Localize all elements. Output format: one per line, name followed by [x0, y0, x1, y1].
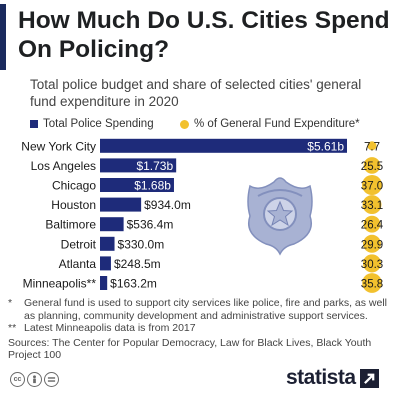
- spending-bar: [100, 178, 174, 192]
- chart-subtitle: Total police budget and share of selecte…: [30, 77, 362, 109]
- share-dot: [367, 141, 377, 151]
- share-value-label: 7.7: [364, 141, 380, 153]
- spending-value-label: $1.73b: [136, 159, 173, 173]
- spending-bar: [100, 197, 142, 212]
- spending-value-label: $1.68b: [134, 179, 171, 193]
- share-dot: [362, 273, 382, 293]
- legend-label-spending: Total Police Spending: [43, 118, 154, 130]
- category-label: Chicago: [52, 179, 96, 193]
- share-value-label: 29.9: [361, 239, 383, 251]
- footnote-item: ** Latest Minneapolis data is from 2017: [8, 322, 396, 335]
- title-accent-bar: [0, 4, 6, 70]
- footnote-text: Latest Minneapolis data is from 2017: [24, 322, 196, 335]
- footnote-mark: **: [8, 322, 17, 335]
- license-icons: cc: [10, 372, 59, 387]
- category-label: Detroit: [61, 237, 97, 251]
- spending-bar: [100, 217, 124, 232]
- share-dot: [363, 234, 381, 253]
- spending-bar: [100, 236, 115, 251]
- footnote-mark: *: [8, 297, 13, 309]
- category-label: Minneapolis**: [23, 277, 97, 291]
- brand-name: statista: [286, 366, 356, 389]
- category-label: Baltimore: [45, 218, 96, 232]
- share-dot: [362, 254, 382, 273]
- share-value-label: 37.0: [361, 181, 383, 193]
- share-dot: [362, 175, 382, 195]
- share-value-label: 35.8: [361, 279, 383, 291]
- spending-bar: [100, 158, 177, 173]
- share-value-label: 33.1: [361, 200, 383, 212]
- footnotes: * General fund is used to support city se…: [8, 297, 396, 362]
- category-label: Atlanta: [59, 257, 97, 271]
- spending-value-label: $934.0m: [144, 198, 191, 212]
- legend-label-share: % of General Fund Expenditure*: [194, 118, 360, 130]
- spending-value-label: $248.5m: [114, 257, 161, 271]
- cc-icon: cc: [10, 372, 25, 387]
- chart-title: How Much Do U.S. Cities Spend On Policin…: [18, 7, 390, 63]
- spending-bar: [100, 138, 347, 153]
- statista-logo[interactable]: statista: [286, 366, 379, 390]
- share-dot: [363, 215, 381, 233]
- sources-note: Sources: The Center for Popular Democrac…: [8, 336, 372, 362]
- spending-value-label: $5.61b: [307, 139, 344, 153]
- share-value-label: 25.5: [361, 161, 383, 173]
- spending-bar: [100, 256, 111, 271]
- spending-value-label: $536.4m: [127, 218, 174, 232]
- brand-arrow-icon: [359, 368, 379, 388]
- share-value-label: 30.3: [361, 259, 383, 271]
- legend-item-spending: Total Police Spending: [30, 118, 154, 130]
- legend-item-share: % of General Fund Expenditure*: [180, 118, 360, 130]
- footnote-item: * General fund is used to support city se…: [8, 297, 396, 322]
- spending-bar: [100, 276, 108, 290]
- spending-value-label: $163.2m: [110, 277, 157, 291]
- footnote-list: * General fund is used to support city se…: [8, 297, 396, 335]
- share-dot: [362, 195, 382, 215]
- legend-dot-swatch: [180, 119, 189, 129]
- by-icon: [27, 372, 42, 387]
- category-label: Los Angeles: [31, 159, 96, 173]
- share-value-label: 26.4: [361, 220, 384, 232]
- spending-value-label: $330.0m: [118, 237, 165, 251]
- category-label: Houston: [51, 198, 96, 212]
- police-badge-icon: [247, 177, 313, 256]
- nd-icon: [44, 372, 59, 387]
- share-dot: [363, 157, 381, 174]
- legend-bar-swatch: [30, 120, 38, 128]
- category-label: New York City: [21, 139, 96, 153]
- footnote-text: General fund is used to support city ser…: [24, 297, 388, 322]
